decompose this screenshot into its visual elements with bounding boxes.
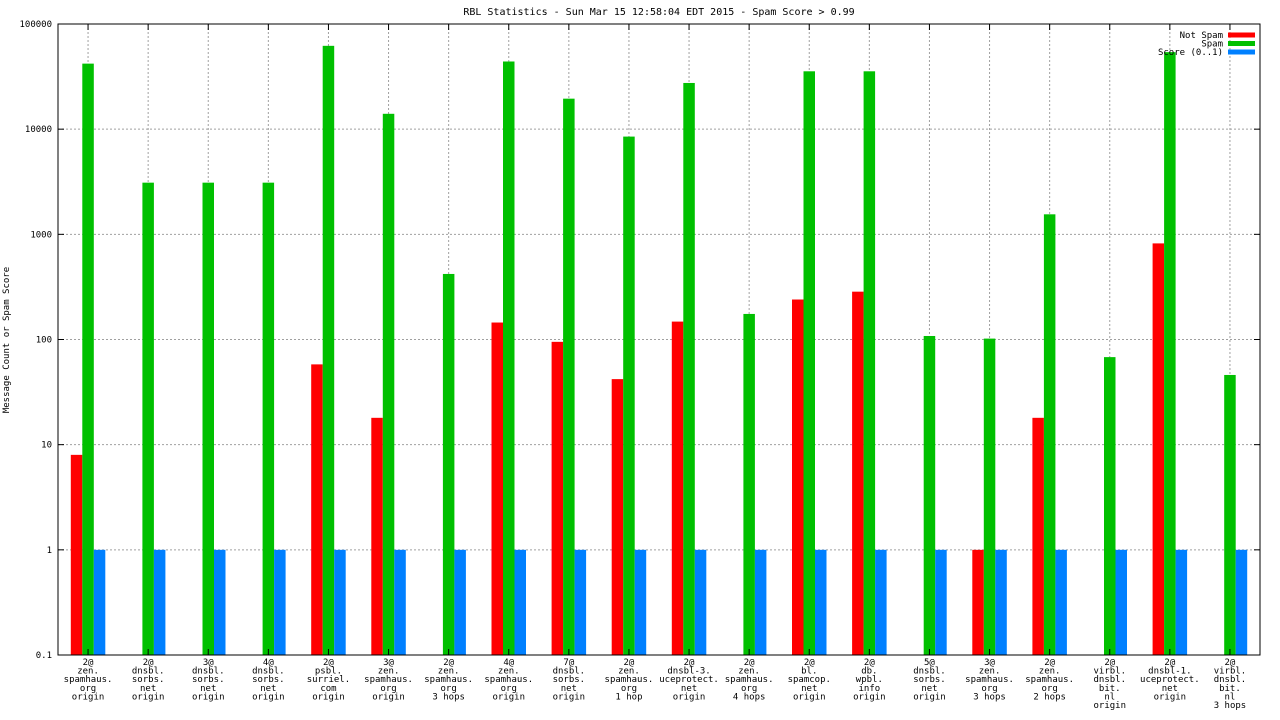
- spam-bar: [683, 82, 695, 656]
- score-bar: [815, 549, 827, 655]
- score-bar: [214, 549, 226, 655]
- category-label: 3@ zen. spamhaus. org 3 hops: [965, 658, 1014, 702]
- y-tick-label: 1000: [30, 230, 52, 240]
- score-bar: [995, 549, 1007, 655]
- spam-bar: [202, 182, 214, 656]
- not-spam-bar: [972, 549, 984, 655]
- score-bar: [93, 549, 106, 655]
- not-spam-bar: [671, 321, 684, 655]
- y-axis-label: Message Count or Spam Score: [2, 267, 12, 413]
- bars: [70, 45, 1248, 656]
- plot-frame: [57, 23, 1261, 656]
- spam-bar: [803, 71, 815, 656]
- category-label: 2@ zen. spamhaus. org 4 hops: [725, 658, 774, 702]
- spam-bar: [1043, 214, 1056, 656]
- spam-bar: [322, 45, 335, 655]
- legend-swatch: [1228, 32, 1255, 38]
- category-label: 2@ virbl. dnsbl. bit. nl origin: [1093, 658, 1126, 711]
- category-label: 2@ dnsbl-3. uceprotect. net origin: [659, 658, 719, 702]
- y-tick-label: 0.1: [36, 651, 52, 661]
- legend-label: Not Spam: [1180, 31, 1223, 41]
- spam-bar: [1104, 357, 1116, 655]
- not-spam-bar: [491, 322, 503, 655]
- score-bar: [394, 549, 406, 655]
- not-spam-bar: [1032, 417, 1044, 655]
- not-spam-bar: [551, 341, 564, 655]
- spam-bar: [983, 338, 996, 655]
- category-label: 3@ dnsbl. sorbs. net origin: [192, 658, 225, 702]
- score-bar: [1175, 549, 1188, 655]
- not-spam-bar: [70, 454, 83, 655]
- category-label: 5@ dnsbl. sorbs. net origin: [913, 658, 946, 702]
- spam-bar: [863, 71, 876, 656]
- y-axis-ticks: 0.1 1 10 100 1000 10000 100000: [19, 20, 1260, 661]
- score-bar: [754, 549, 767, 655]
- x-axis-ticks: [87, 24, 1231, 655]
- category-label: 3@ zen. spamhaus. org origin: [364, 658, 413, 702]
- score-bar: [634, 549, 647, 655]
- spam-bar: [743, 313, 755, 655]
- not-spam-bar: [1152, 243, 1165, 655]
- y-tick-label: 100000: [19, 20, 52, 30]
- spam-bar: [142, 182, 154, 656]
- legend-swatch: [1228, 49, 1255, 55]
- y-tick-label: 1: [47, 546, 52, 556]
- grid-lines: [58, 24, 1260, 655]
- spam-bar: [563, 98, 575, 656]
- legend-label: Score (0..1): [1158, 48, 1223, 58]
- score-bar: [694, 549, 707, 655]
- category-label: 2@ dnsbl. sorbs. net origin: [132, 658, 165, 702]
- score-bar: [514, 549, 526, 655]
- score-bar: [875, 549, 887, 655]
- x-axis-categories: 2@ zen. spamhaus. org origin 2@ dnsbl. sorbs. ne…: [64, 658, 1247, 711]
- y-tick-label: 100: [36, 336, 52, 346]
- score-bar: [1055, 549, 1067, 655]
- category-label: 2@ db. wpbl. info origin: [853, 658, 886, 702]
- category-label: 2@ zen. spamhaus. org 3 hops: [424, 658, 473, 702]
- score-bar: [274, 549, 286, 655]
- spam-bar: [503, 61, 515, 656]
- score-bar: [935, 549, 947, 655]
- category-label: 4@ dnsbl. sorbs. net origin: [252, 658, 285, 702]
- not-spam-bar: [792, 299, 804, 655]
- category-label: 2@ zen. spamhaus. org origin: [64, 658, 113, 702]
- not-spam-bar: [371, 417, 383, 655]
- y-tick-label: 10000: [25, 125, 52, 135]
- spam-bar: [442, 273, 455, 655]
- y-tick-label: 10: [41, 441, 52, 451]
- category-label: 2@ dnsbl-1. uceprotect. net origin: [1140, 658, 1200, 702]
- legend-label: Spam: [1201, 40, 1223, 50]
- legend-swatch: [1228, 41, 1255, 46]
- category-label: 4@ zen. spamhaus. org origin: [484, 658, 533, 702]
- score-bar: [153, 549, 166, 655]
- category-label: 2@ zen. spamhaus. org 2 hops: [1025, 658, 1074, 702]
- not-spam-bar: [852, 291, 864, 655]
- spam-bar: [623, 136, 635, 655]
- not-spam-bar: [311, 364, 323, 655]
- score-bar: [574, 549, 587, 655]
- score-bar: [454, 549, 466, 655]
- spam-bar: [1164, 52, 1176, 656]
- category-label: 2@ zen. spamhaus. org 1 hop: [605, 658, 654, 702]
- spam-bar: [923, 335, 936, 655]
- score-bar: [1235, 549, 1248, 655]
- category-label: 2@ bl. spamcop. net origin: [788, 658, 831, 702]
- category-label: 7@ dnsbl. sorbs. net origin: [553, 658, 586, 702]
- not-spam-bar: [611, 379, 624, 655]
- spam-bar: [82, 63, 94, 655]
- score-bar: [334, 549, 346, 655]
- category-label: 2@ psbl. surriel. com origin: [307, 658, 350, 702]
- spam-bar: [1224, 374, 1236, 655]
- spam-bar: [262, 182, 275, 656]
- category-label: 2@ virbl. dnsbl. bit. nl 3 hops: [1214, 658, 1247, 711]
- spam-bar: [382, 113, 395, 655]
- score-bar: [1115, 549, 1127, 655]
- chart-title: RBL Statistics - Sun Mar 15 12:58:04 EDT…: [463, 7, 854, 18]
